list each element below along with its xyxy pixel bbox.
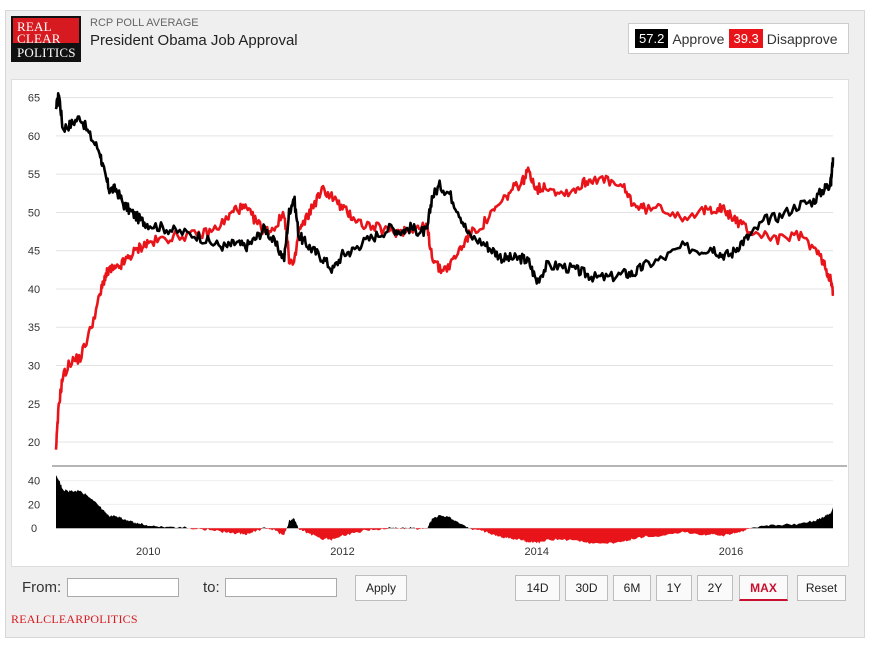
range-2y-button[interactable]: 2Y — [697, 575, 733, 601]
disapprove-series-line — [54, 166, 835, 450]
to-date-input[interactable] — [225, 578, 337, 597]
from-label: From: — [22, 579, 62, 596]
spread-tick-label: 20 — [28, 499, 40, 511]
x-tick-label: 2014 — [525, 546, 549, 558]
footer-brand: REALCLEARPOLITICS — [11, 612, 138, 626]
y-tick-label: 65 — [28, 93, 40, 105]
range-14d-button[interactable]: 14D — [515, 575, 560, 601]
y-tick-label: 25 — [28, 399, 40, 411]
range-6m-button[interactable]: 6M — [613, 575, 651, 601]
x-tick-label: 2016 — [719, 546, 743, 558]
chart-subtitle: RCP POLL AVERAGE — [90, 17, 199, 29]
approve-value: 57.2 — [635, 29, 669, 48]
y-tick-label: 60 — [28, 131, 40, 143]
approve-label: Approve — [672, 30, 725, 47]
apply-button[interactable]: Apply — [355, 575, 407, 601]
logo-text-line1: REAL — [17, 19, 52, 34]
chart-title: President Obama Job Approval — [90, 32, 298, 49]
approve-series-line — [54, 92, 835, 285]
spread-approve-area — [56, 475, 833, 529]
logo-text-line3: POLITICS — [17, 45, 76, 60]
y-tick-label: 45 — [28, 246, 40, 258]
y-tick-label: 20 — [28, 437, 40, 449]
to-label: to: — [203, 579, 220, 596]
x-tick-label: 2010 — [136, 546, 160, 558]
x-tick-label: 2012 — [330, 546, 354, 558]
y-tick-label: 35 — [28, 322, 40, 334]
y-tick-label: 40 — [28, 284, 40, 296]
disapprove-value: 39.3 — [729, 29, 763, 48]
rcp-logo: REAL CLEAR POLITICS — [11, 16, 81, 62]
y-tick-label: 50 — [28, 207, 40, 219]
range-max-button[interactable]: MAX — [739, 575, 788, 601]
spread-tick-label: 0 — [31, 523, 37, 535]
spread-tick-label: 40 — [28, 476, 40, 488]
chart-svg: 20 25 30 35 40 45 50 55 60 65 0 20 40 2010 2012 2014 201… — [28, 92, 847, 558]
range-1y-button[interactable]: 1Y — [656, 575, 692, 601]
logo-text-line2: CLEAR — [17, 31, 61, 46]
spread-disapprove-area — [56, 528, 833, 544]
y-tick-label: 55 — [28, 169, 40, 181]
range-30d-button[interactable]: 30D — [565, 575, 608, 601]
reset-button[interactable]: Reset — [797, 575, 846, 601]
disapprove-label: Disapprove — [766, 30, 838, 47]
date-range-controls: From: to: Apply 14D 30D 6M 1Y 2Y MAX Res… — [11, 571, 849, 607]
legend: 57.2 Approve 39.3 Disapprove — [628, 23, 849, 54]
chart-area[interactable]: 20 25 30 35 40 45 50 55 60 65 0 20 40 2010 2012 2014 201… — [11, 79, 849, 567]
y-tick-label: 30 — [28, 361, 40, 373]
from-date-input[interactable] — [67, 578, 179, 597]
